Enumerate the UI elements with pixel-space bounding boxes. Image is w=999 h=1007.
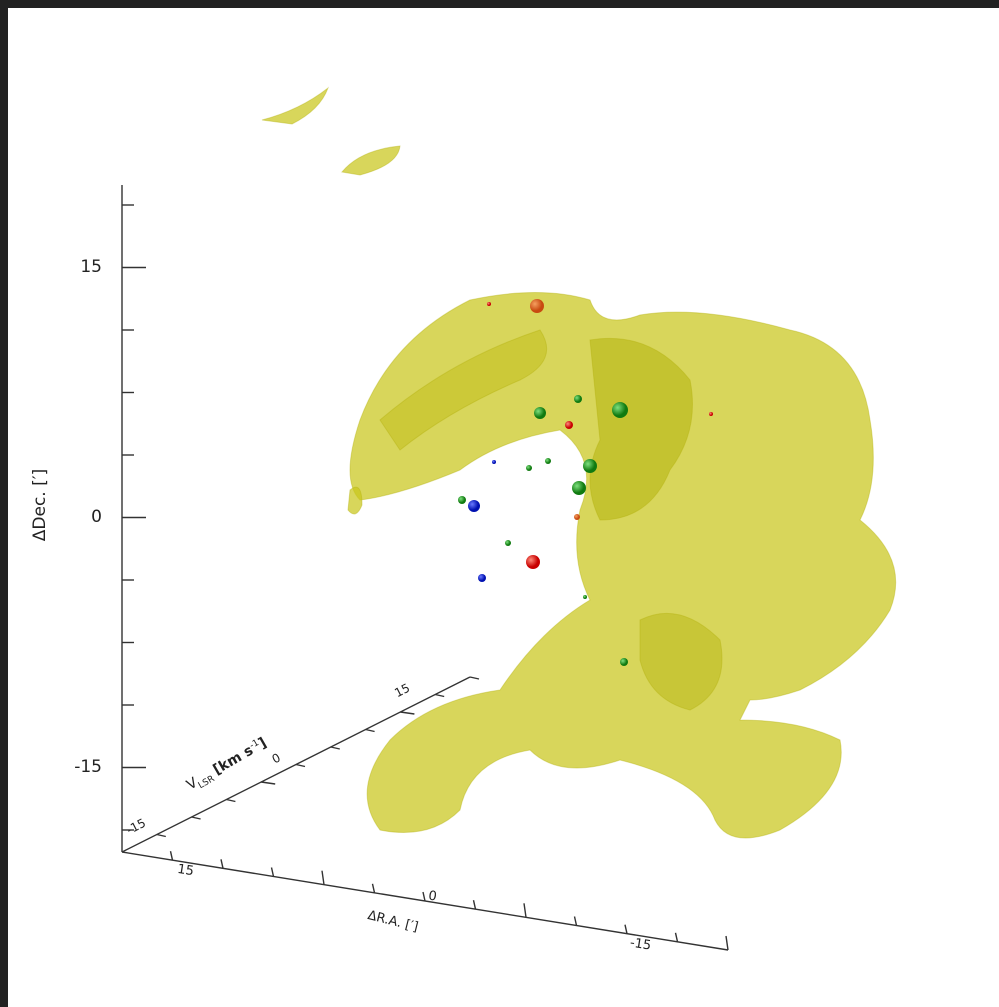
axis-tick bbox=[171, 851, 173, 860]
axis-tick bbox=[373, 884, 375, 893]
axis-tick bbox=[400, 712, 414, 714]
vlsr-tick-label: -15 bbox=[124, 816, 148, 837]
axis-tick bbox=[470, 677, 479, 679]
dec-axis-label: ΔDec. [′] bbox=[30, 469, 50, 541]
isosurface bbox=[262, 88, 896, 838]
ra-tick-label: -15 bbox=[629, 935, 652, 953]
label-part: [km s bbox=[210, 743, 256, 779]
axis-tick bbox=[726, 936, 728, 950]
axis-tick bbox=[524, 903, 526, 917]
axis-tick bbox=[221, 859, 223, 868]
ra-axis-label: ΔR.A. [′] bbox=[366, 908, 420, 935]
axis-tick bbox=[261, 782, 275, 784]
axis-tick bbox=[322, 871, 324, 885]
vlsr-tick-label: 15 bbox=[392, 681, 412, 700]
axis-tick bbox=[366, 730, 375, 732]
axis-tick bbox=[272, 868, 274, 877]
axis-tick bbox=[575, 917, 577, 926]
render-view: ΔDec. [′] 15 0 -15 15 0 -15 ΔR.A. [′] 15… bbox=[8, 8, 999, 1007]
vlsr-axis-label: VLSR[km s-1] bbox=[184, 735, 271, 796]
axis-tick bbox=[474, 900, 476, 909]
dec-tick-label: -15 bbox=[74, 757, 102, 777]
axis-tick bbox=[423, 892, 425, 901]
dec-tick-label: 15 bbox=[80, 257, 102, 277]
vlsr-tick-label: 0 bbox=[270, 750, 283, 766]
axis-tick bbox=[331, 747, 340, 749]
label-part: LSR bbox=[197, 774, 217, 791]
axis-tick bbox=[226, 800, 235, 802]
axis-tick bbox=[435, 695, 444, 697]
dec-tick-label: 0 bbox=[91, 507, 102, 527]
axis-tick bbox=[192, 817, 201, 819]
screenshot: ΔDec. [′] 15 0 -15 15 0 -15 ΔR.A. [′] 15… bbox=[0, 0, 999, 1007]
axis-tick bbox=[157, 835, 166, 837]
axis-tick bbox=[625, 925, 627, 934]
axis-tick bbox=[296, 765, 305, 767]
label-part: ] bbox=[256, 735, 270, 752]
axis-tick bbox=[676, 933, 678, 942]
ra-tick-label: 15 bbox=[176, 862, 195, 879]
